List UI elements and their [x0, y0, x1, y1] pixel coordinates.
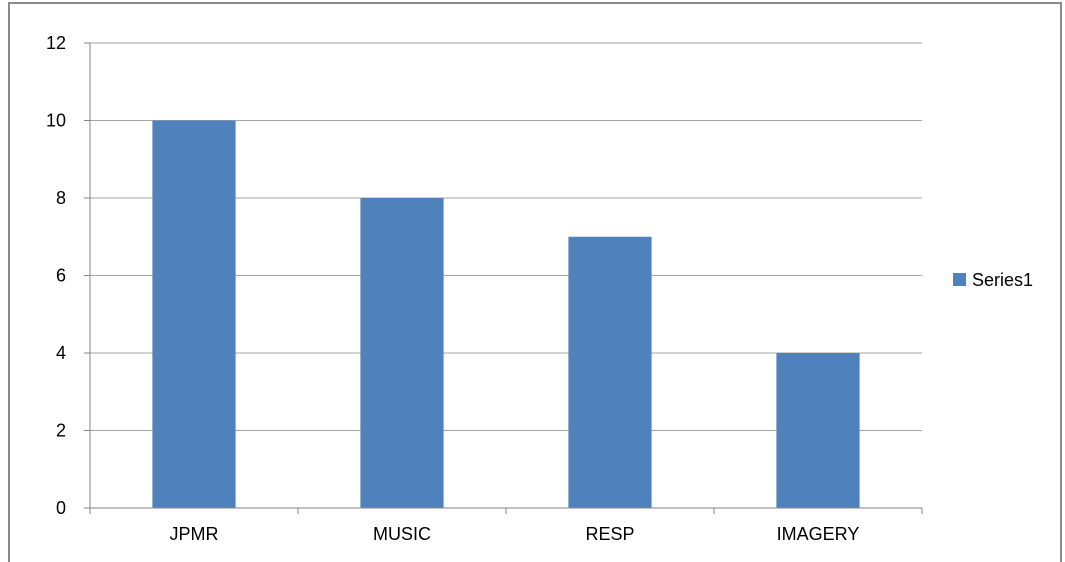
y-tick-label: 2: [56, 421, 66, 441]
y-tick-label: 10: [46, 111, 66, 131]
bars: [152, 120, 860, 508]
y-tick-label: 6: [56, 266, 66, 286]
y-tick-label: 4: [56, 343, 66, 363]
y-tick-label: 12: [46, 33, 66, 53]
y-tick-labels: 0 2 4 6 8 10 12: [46, 33, 66, 518]
legend-label-series1: Series1: [972, 270, 1033, 290]
x-tick-label: MUSIC: [373, 524, 431, 542]
x-tick-label: JPMR: [170, 524, 219, 542]
y-tick-label: 0: [56, 498, 66, 518]
bar-imagery: [776, 353, 860, 508]
bar-jpmr: [152, 120, 236, 508]
x-tick-label: IMAGERY: [777, 524, 860, 542]
y-tick-label: 8: [56, 188, 66, 208]
bar-music: [360, 198, 444, 508]
legend-swatch-series1: [953, 273, 966, 286]
x-tick-label: RESP: [585, 524, 634, 542]
legend: Series1: [953, 270, 1033, 290]
axes: [84, 42, 923, 514]
x-tick-labels: JPMR MUSIC RESP IMAGERY: [170, 524, 860, 542]
bar-chart: 0 2 4 6 8 10 12 JPMR MUSIC RESP IMAGERY Series1: [46, 33, 1033, 542]
bar-resp: [568, 236, 652, 508]
